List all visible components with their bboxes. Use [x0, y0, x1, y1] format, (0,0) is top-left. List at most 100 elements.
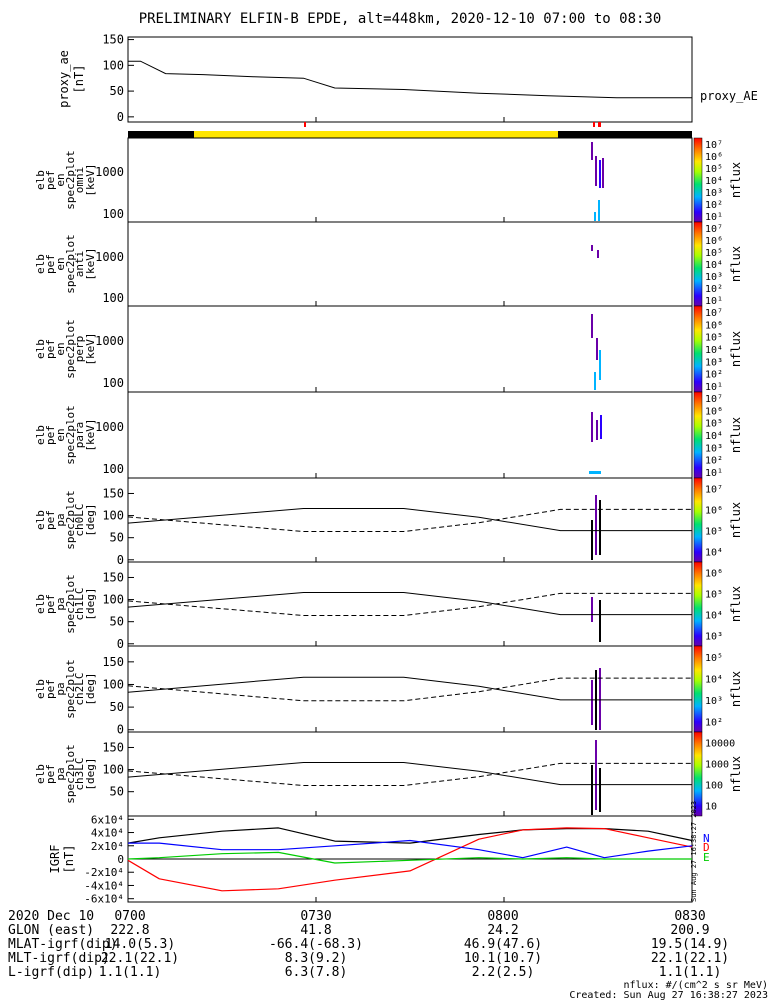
- anti-loss-cone-line: [127, 508, 692, 532]
- pa-ch3-ylabel-l4: spec2plot: [64, 744, 77, 804]
- cbar-tick-label: 1000: [705, 760, 729, 771]
- ephem-row-label: MLT-igrf(dip): [8, 951, 110, 966]
- en-anti-ylabel-l6: [keV]: [84, 247, 97, 280]
- ephem-value: 0700: [114, 909, 145, 924]
- cbar-tick-label: 10⁴: [705, 611, 723, 622]
- cbar-tick-label: 10⁵: [705, 164, 723, 175]
- proxy-ae-ylabel-name: proxy_ae: [57, 50, 71, 108]
- pa-ytick: 0: [117, 637, 124, 651]
- en-para-cbar-label: nflux: [729, 417, 743, 453]
- en-anti-ylabel-l3: en: [54, 257, 67, 270]
- cbar-tick-label: 10⁷: [705, 308, 723, 319]
- spectrum-mark: [591, 680, 593, 725]
- pa-ytick: 0: [117, 723, 124, 737]
- pa-ch0-cbar-ticks: 10⁴ 10⁵ 10⁶ 10⁷: [705, 485, 723, 559]
- cbar-tick-label: 10¹: [705, 212, 723, 223]
- pa-ch3-ylabel-l5: ch3LC: [73, 757, 86, 790]
- panel-pa-ch2: elb pef pa spec2plot ch2LC [deg] nflux 1…: [34, 645, 743, 737]
- igrf-legend-n: N: [703, 832, 710, 845]
- en-anti-ylabel-l5: anti: [73, 251, 86, 278]
- cbar-tick-label: 10⁴: [705, 431, 723, 442]
- en-anti-colorbar: [693, 221, 703, 307]
- en-para-spectrum-marks: [589, 412, 602, 474]
- en-para-ylabel-l3: en: [54, 428, 67, 441]
- ephem-row-label: 2020 Dec 10: [8, 909, 94, 924]
- en-para-ylabel-l2: pef: [44, 425, 57, 445]
- en-para-ylabel-l6: [keV]: [84, 418, 97, 451]
- pa-ch3-cbar-ticks: 10 100 1000 10000: [705, 739, 735, 813]
- spectrum-mark: [602, 158, 604, 188]
- spectrum-mark: [599, 768, 601, 812]
- cbar-tick-label: 10⁵: [705, 527, 723, 538]
- pa-ch2-spectrum-marks: [591, 668, 601, 730]
- en-omni-ylabel-l2: pef: [44, 170, 57, 190]
- en-omni-ytick: 1000: [95, 165, 124, 179]
- en-omni-ylabel-l4: spec2plot: [64, 150, 77, 210]
- spectrum-mark: [596, 338, 598, 360]
- spectrum-mark: [595, 495, 597, 555]
- ephem-value: 222.8: [110, 923, 149, 938]
- pa-ch2-cbar-label: nflux: [729, 671, 743, 707]
- ephem-value: 0830: [674, 909, 705, 924]
- ephem-value: 8.3(9.2): [285, 951, 348, 966]
- cbar-tick-label: 10¹: [705, 382, 723, 393]
- ephem-value: 22.1(22.1): [101, 951, 179, 966]
- igrf-ytick: -4x10⁴: [84, 879, 124, 892]
- anti-loss-cone-line: [127, 677, 692, 702]
- cbar-tick-label: 10⁷: [705, 394, 723, 405]
- pa-ch3-ylabel-l1: elb: [34, 764, 47, 784]
- en-perp-ylabel: elb pef en spec2plot perp [keV]: [34, 319, 97, 379]
- en-perp-ylabel-l5: perp: [73, 336, 86, 363]
- x-tick-marks: [127, 117, 693, 902]
- state-marker: [598, 122, 601, 127]
- proxy-ae-ytick: 150: [102, 33, 124, 47]
- en-perp-ylabel-l4: spec2plot: [64, 319, 77, 379]
- cbar-tick-label: 10³: [705, 443, 723, 454]
- ephem-value: 22.1(22.1): [651, 951, 729, 966]
- pa-ch3-ylabel: elb pef pa spec2plot ch3LC [deg]: [34, 744, 97, 804]
- pa-ytick: 150: [102, 740, 124, 754]
- igrf-series-line: [127, 851, 692, 864]
- ephem-value: -66.4(-68.3): [269, 937, 363, 952]
- cbar-tick-label: 10⁵: [705, 419, 723, 430]
- proxy-ae-ytick: 50: [110, 84, 124, 98]
- cbar-tick-label: 10³: [705, 357, 723, 368]
- ephemeris-table: 2020 Dec 10 0700 0730 0800 0830 GLON (ea…: [8, 909, 729, 980]
- pa-ch0-ylabel: elb pef pa spec2plot ch0LC [deg]: [34, 490, 97, 550]
- ephem-value: 14.0(5.3): [105, 937, 175, 952]
- science-zone-bar: [194, 131, 558, 138]
- ephem-value: 1.1(1.1): [659, 965, 722, 980]
- en-anti-cbar-label: nflux: [729, 246, 743, 282]
- proxy-ae-frame: [127, 36, 693, 123]
- en-perp-ylabel-l2: pef: [44, 339, 57, 359]
- pa-ch3-frame: [127, 731, 693, 817]
- cbar-tick-label: 10²: [705, 717, 723, 728]
- pa-ch3-ylabel-l2: pef: [44, 764, 57, 784]
- pa-ch0-ylabel-l4: spec2plot: [64, 490, 77, 550]
- chart-title: PRELIMINARY ELFIN-B EPDE, alt=448km, 202…: [139, 11, 662, 27]
- pa-ch2-ylabel-l6: [deg]: [84, 672, 97, 705]
- en-perp-ytick: 1000: [95, 334, 124, 348]
- en-para-ylabel-l5: para: [73, 422, 86, 449]
- pa-ch0-spectrum-marks: [591, 495, 601, 560]
- spectrum-mark: [591, 314, 593, 338]
- pa-ch0-ylabel-l5: ch0LC: [73, 503, 86, 536]
- pa-ch0-ylabel-l1: elb: [34, 510, 47, 530]
- cbar-tick-label: 10²: [705, 284, 723, 295]
- pa-ch1-cbar-label: nflux: [729, 586, 743, 622]
- en-omni-frame: [127, 137, 693, 223]
- ephem-value: 10.1(10.7): [464, 951, 542, 966]
- pa-ytick: 150: [102, 655, 124, 669]
- panel-en-omni: elb pef en spec2plot omni [keV] 1000 100…: [34, 137, 743, 223]
- pa-ch0-ylabel-l2: pef: [44, 510, 57, 530]
- cbar-tick-label: 10³: [705, 188, 723, 199]
- loss-cone-line: [127, 762, 692, 786]
- pa-ch1-ylabel-l2: pef: [44, 594, 57, 614]
- igrf-ytick: 4x10⁴: [91, 827, 124, 840]
- cbar-tick-label: 10⁶: [705, 152, 723, 163]
- en-para-colorbar: [693, 391, 703, 479]
- cbar-tick-label: 10⁴: [705, 345, 723, 356]
